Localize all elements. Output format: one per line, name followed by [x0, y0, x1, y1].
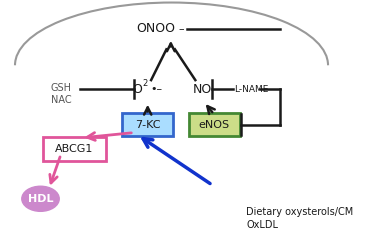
Text: eNOS: eNOS — [198, 120, 230, 130]
Text: GSH
NAC: GSH NAC — [50, 83, 71, 105]
Circle shape — [22, 186, 59, 211]
Text: L-NAME: L-NAME — [235, 85, 269, 94]
FancyBboxPatch shape — [189, 113, 239, 136]
Text: O: O — [133, 83, 142, 96]
Text: 2: 2 — [142, 79, 148, 88]
Text: Dietary oxysterols/CM
OxLDL: Dietary oxysterols/CM OxLDL — [246, 207, 354, 230]
Text: –: – — [179, 24, 185, 34]
FancyBboxPatch shape — [43, 137, 106, 160]
Text: NO: NO — [192, 83, 212, 96]
Text: ONOO: ONOO — [137, 22, 176, 35]
FancyBboxPatch shape — [122, 113, 173, 136]
Text: 7-KC: 7-KC — [135, 120, 161, 130]
Text: HDL: HDL — [28, 194, 53, 204]
Text: ABCG1: ABCG1 — [56, 143, 94, 154]
Text: •–: •– — [150, 84, 162, 94]
